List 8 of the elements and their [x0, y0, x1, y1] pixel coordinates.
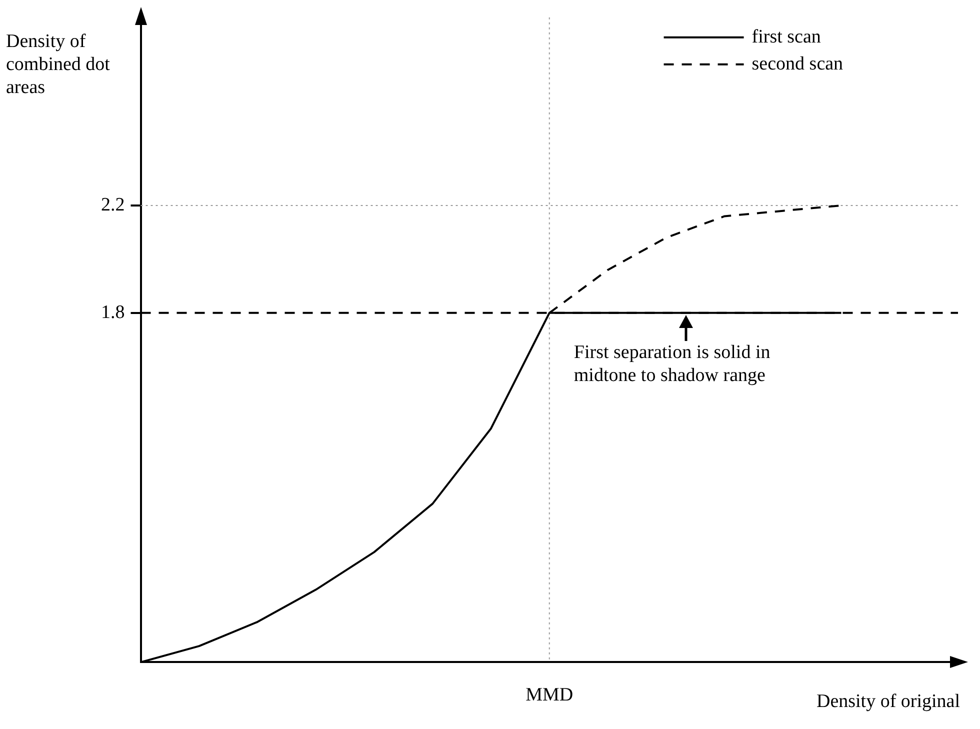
legend-label: first scan	[752, 26, 822, 48]
y-axis-title: Density of combined dot areas	[6, 30, 111, 99]
y-tick-label: 1.8	[101, 302, 125, 323]
annotation: First separation is solid in midtone to shadow range	[574, 340, 772, 387]
x-tick-label: MMD	[526, 684, 574, 706]
y-tick-label: 2.2	[101, 194, 125, 216]
x-axis-title: Density of original	[816, 690, 960, 713]
legend-label: second scan	[752, 53, 844, 74]
